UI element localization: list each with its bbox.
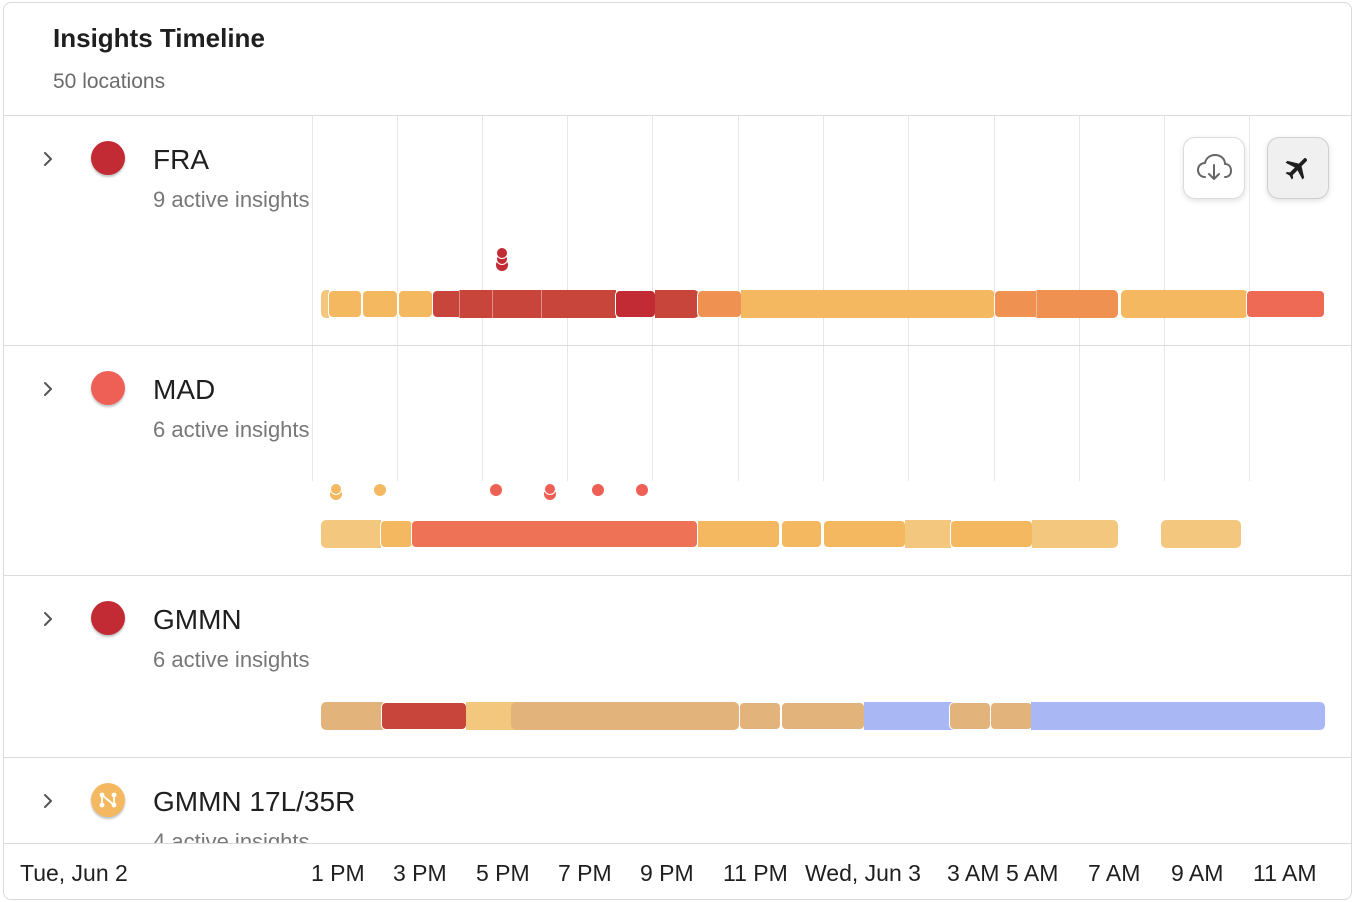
axis-tick-label: 7 PM <box>558 860 612 886</box>
axis-tick-label: 5 PM <box>476 860 530 886</box>
timeline-segment[interactable] <box>950 520 1033 548</box>
chevron-right-icon[interactable] <box>38 791 58 811</box>
axis-tick-label: 1 PM <box>311 860 365 886</box>
divider <box>4 575 1351 576</box>
chevron-right-icon[interactable] <box>38 609 58 629</box>
timeline-segment[interactable] <box>380 520 413 548</box>
axis-tick-label: 5 AM <box>1006 860 1059 886</box>
timeline-segment[interactable] <box>541 290 616 318</box>
timeline-segment[interactable] <box>362 290 398 318</box>
insight-count: 9 active insights <box>153 187 310 212</box>
timeline-segment[interactable] <box>697 290 742 318</box>
insight-timeline-bar[interactable] <box>321 520 1241 548</box>
timeline-segment[interactable] <box>741 290 995 318</box>
timeline-segment[interactable] <box>321 290 329 318</box>
timeline-segment[interactable] <box>949 702 991 730</box>
timeline-segment[interactable] <box>411 520 698 548</box>
timeline-segment[interactable] <box>615 290 656 318</box>
airplane-icon <box>1285 158 1307 180</box>
insight-count: 6 active insights <box>153 647 310 672</box>
divider <box>4 345 1351 346</box>
timeline-segment[interactable] <box>994 290 1037 318</box>
axis-date-label: Tue, Jun 2 <box>20 860 128 886</box>
axis-tick-label: Wed, Jun 3 <box>805 860 921 886</box>
timeline-segment[interactable] <box>823 520 906 548</box>
timeline-segment[interactable] <box>1161 520 1241 548</box>
timeline-segment[interactable] <box>990 702 1033 730</box>
axis-tick-label: 3 AM <box>947 860 1000 886</box>
location-name: GMMN <box>153 604 242 635</box>
timeline-segment[interactable] <box>321 702 383 730</box>
timeline-segment[interactable] <box>781 520 822 548</box>
location-name: FRA <box>153 144 209 175</box>
timeline-segment[interactable] <box>459 290 493 318</box>
timeline-segment[interactable] <box>655 290 699 318</box>
axis-tick-label: 11 AM <box>1253 860 1317 886</box>
insights-timeline-panel: Insights Timeline 50 locations FRA 9 act… <box>3 2 1352 900</box>
location-name: GMMN 17L/35R <box>153 786 356 817</box>
timeline-segment[interactable] <box>864 702 954 730</box>
divider <box>4 757 1351 758</box>
axis-tick-label: 7 AM <box>1088 860 1141 886</box>
panel-title: Insights Timeline <box>53 23 265 53</box>
insight-count: 6 active insights <box>153 417 310 442</box>
timeline-segment[interactable] <box>781 702 865 730</box>
timeline-segment[interactable] <box>1121 290 1248 318</box>
timeline-segment[interactable] <box>492 290 542 318</box>
axis-tick-label: 11 PM <box>723 860 788 886</box>
timeline-segment[interactable] <box>1031 702 1325 730</box>
timeline-segment[interactable] <box>739 702 781 730</box>
time-axis: Tue, Jun 2 1 PM 3 PM 5 PM 7 PM 9 PM 11 PM Wed,… <box>4 843 1351 899</box>
location-name: MAD <box>153 374 216 405</box>
timeline-segment[interactable] <box>905 520 951 548</box>
status-dot-icon <box>91 141 125 175</box>
timeline-segment[interactable] <box>1032 520 1118 548</box>
timeline-segment[interactable] <box>466 702 516 730</box>
axis-tick-label: 3 PM <box>393 860 447 886</box>
status-dot-icon <box>91 601 125 635</box>
timeline-segment[interactable] <box>511 702 739 730</box>
flight-toggle-button[interactable] <box>1267 137 1329 199</box>
timeline-segment[interactable] <box>1246 290 1325 318</box>
route-icon <box>91 783 125 817</box>
grid-line <box>312 116 313 481</box>
timeline-segment[interactable] <box>328 290 362 318</box>
chevron-right-icon[interactable] <box>38 149 58 169</box>
timeline-segment[interactable] <box>321 520 381 548</box>
download-button[interactable] <box>1183 137 1245 199</box>
status-dot-icon <box>91 371 125 405</box>
axis-tick-label: 9 AM <box>1171 860 1224 886</box>
divider <box>4 115 1351 116</box>
cloud-download-icon <box>1197 154 1232 180</box>
chevron-right-icon[interactable] <box>38 379 58 399</box>
insight-timeline-bar[interactable] <box>321 702 1325 730</box>
timeline-segment[interactable] <box>381 702 467 730</box>
locations-count: 50 locations <box>53 70 166 93</box>
timeline-segment[interactable] <box>697 520 780 548</box>
timeline-segment[interactable] <box>1036 290 1118 318</box>
timeline-segment[interactable] <box>398 290 433 318</box>
axis-tick-label: 9 PM <box>640 860 694 886</box>
timeline-segment[interactable] <box>432 290 460 318</box>
insight-timeline-bar[interactable] <box>321 290 1325 318</box>
